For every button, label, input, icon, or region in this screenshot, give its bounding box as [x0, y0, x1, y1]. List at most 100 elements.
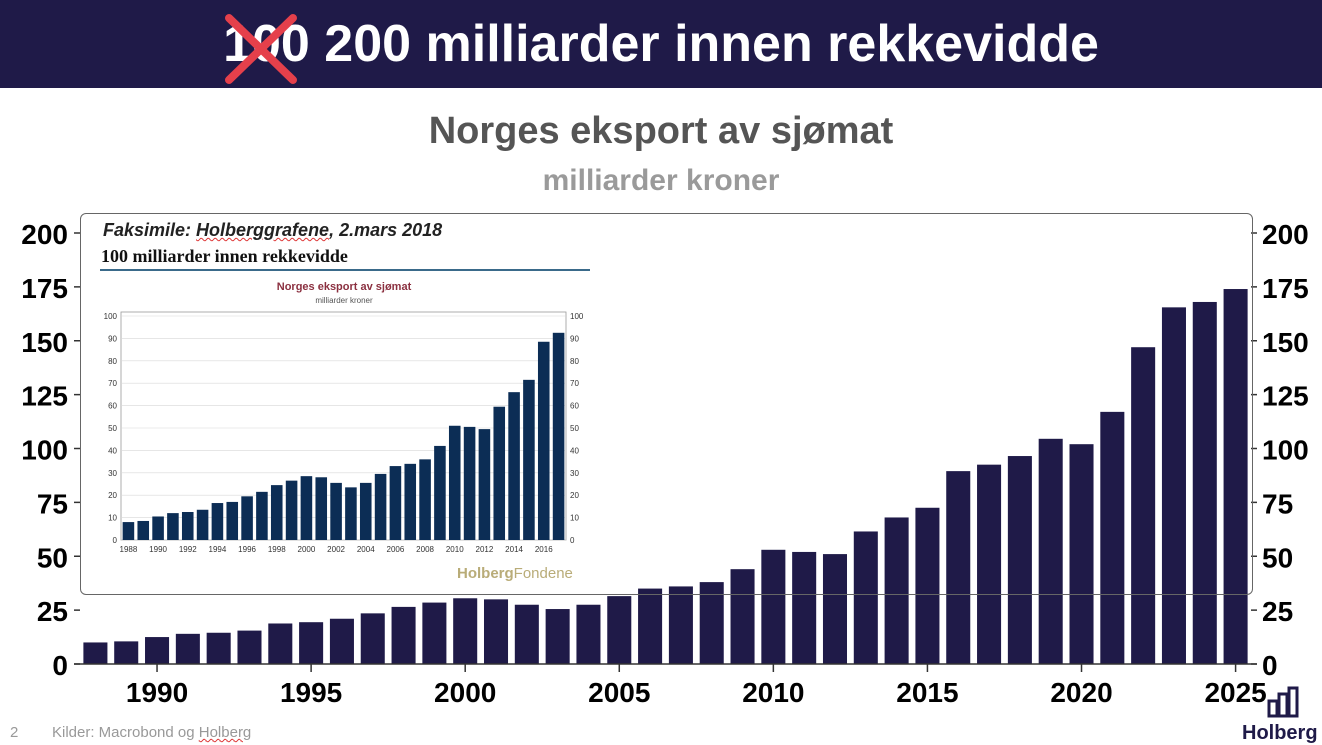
y-label-left-200: 200 — [21, 219, 68, 250]
bar-2017 — [977, 464, 1002, 664]
inset-caption-source: Holberggrafene — [196, 220, 330, 240]
y-label-right-100: 100 — [1262, 435, 1309, 466]
banner-rest: 200 milliarder innen rekkevidde — [309, 15, 1099, 73]
inset-bar-2017 — [552, 332, 565, 540]
inset-bar-2014 — [508, 392, 520, 540]
source-prefix: Kilder: Macrobond og — [52, 724, 199, 741]
inset-bar-2000 — [300, 476, 313, 540]
bar-2018 — [1007, 456, 1032, 664]
bar-2003 — [545, 609, 570, 664]
y-label-right-75: 75 — [1262, 488, 1293, 519]
inset-bar-2013 — [493, 406, 506, 540]
y-label-left-150: 150 — [21, 327, 68, 358]
inset-x-label-2012: 2012 — [476, 545, 494, 554]
y-label-right-25: 25 — [1262, 596, 1293, 627]
inset-x-label-2004: 2004 — [357, 545, 375, 554]
y-label-right-0: 0 — [1262, 650, 1278, 681]
inset-bar-1992 — [181, 512, 194, 540]
bar-1993 — [237, 630, 262, 664]
y-label-left-125: 125 — [21, 381, 68, 412]
inset-bar-1991 — [167, 513, 179, 540]
inset-y-label-right-30: 30 — [570, 469, 579, 478]
inset-y-label-left-30: 30 — [108, 469, 117, 478]
source-note: Kilder: Macrobond og Holberg — [52, 724, 251, 741]
inset-x-label-2014: 2014 — [505, 545, 523, 554]
inset-headline: 100 milliarder innen rekkevidde — [101, 246, 348, 266]
bar-2014 — [884, 517, 909, 664]
inset-caption: Faksimile: Holberggrafene, 2.mars 2018 — [103, 220, 442, 241]
inset-x-label-1992: 1992 — [179, 545, 197, 554]
inset-y-label-left-60: 60 — [108, 402, 117, 411]
bar-2007 — [668, 586, 693, 664]
inset-bar-2004 — [359, 482, 372, 540]
inset-bar-2009 — [434, 445, 446, 540]
inset-y-label-right-90: 90 — [570, 334, 579, 343]
inset-bar-2005 — [374, 473, 387, 540]
x-label-2000: 2000 — [434, 677, 496, 708]
inset-bar-1999 — [285, 480, 298, 540]
inset-bar-2010 — [448, 425, 461, 540]
x-label-1995: 1995 — [280, 677, 342, 708]
inset-y-label-right-20: 20 — [570, 491, 579, 500]
bar-2002 — [514, 604, 539, 664]
y-label-right-175: 175 — [1262, 273, 1309, 304]
inset-bar-2001 — [315, 477, 328, 540]
inset-bar-1988 — [122, 522, 135, 540]
bar-2025 — [1223, 289, 1248, 664]
inset-y-label-left-70: 70 — [108, 379, 117, 388]
bar-2020 — [1069, 444, 1094, 664]
bar-2006 — [638, 588, 663, 664]
inset-y-label-right-80: 80 — [570, 357, 579, 366]
y-label-left-25: 25 — [37, 596, 68, 627]
bar-2011 — [792, 551, 817, 664]
inset-bar-1996 — [241, 496, 253, 540]
inset-bar-2015 — [523, 379, 535, 540]
bar-2013 — [853, 531, 878, 664]
y-label-left-175: 175 — [21, 273, 68, 304]
inset-y-label-right-60: 60 — [570, 402, 579, 411]
y-label-right-200: 200 — [1262, 219, 1309, 250]
inset-bar-1993 — [196, 509, 209, 540]
inset-y-label-left-80: 80 — [108, 357, 117, 366]
inset-x-label-1988: 1988 — [120, 545, 138, 554]
brand-bold: Holberg — [457, 565, 514, 582]
inset-y-label-left-20: 20 — [108, 491, 117, 500]
bar-2015 — [915, 507, 940, 664]
bar-2005 — [607, 596, 632, 664]
inset-bar-1994 — [211, 503, 224, 540]
inset-y-label-left-90: 90 — [108, 334, 117, 343]
y-label-left-75: 75 — [37, 488, 68, 519]
bar-1998 — [391, 606, 416, 664]
chart-title: Norges eksport av sjømat — [428, 110, 894, 152]
inset-x-label-2006: 2006 — [387, 545, 405, 554]
x-label-2015: 2015 — [896, 677, 958, 708]
inset-y-label-right-40: 40 — [570, 446, 579, 455]
brand-rest: Fondene — [513, 565, 573, 582]
inset-x-label-2010: 2010 — [446, 545, 464, 554]
bar-2022 — [1131, 347, 1156, 664]
source-holberg: Holberg — [198, 724, 252, 741]
bar-1996 — [329, 618, 354, 664]
x-label-2025: 2025 — [1204, 677, 1266, 708]
page-number: 2 — [10, 724, 19, 741]
bar-1989 — [114, 641, 139, 664]
bar-1988 — [83, 642, 108, 664]
bar-1990 — [145, 637, 170, 664]
y-label-left-0: 0 — [52, 650, 68, 681]
bar-1992 — [206, 632, 231, 664]
bar-1991 — [175, 633, 200, 664]
inset-bar-1990 — [152, 516, 164, 540]
inset-y-label-right-10: 10 — [570, 514, 579, 523]
y-label-left-50: 50 — [37, 542, 68, 573]
inset-y-label-right-0: 0 — [570, 536, 575, 545]
x-label-1990: 1990 — [126, 677, 188, 708]
bar-2021 — [1100, 411, 1125, 664]
holberg-logo-text: Holberg — [1242, 722, 1318, 744]
y-label-left-100: 100 — [21, 435, 68, 466]
inset-bar-2016 — [537, 341, 550, 540]
inset-bar-1995 — [226, 501, 239, 540]
inset-caption-date: , 2.mars 2018 — [329, 220, 443, 240]
bar-2004 — [576, 604, 601, 664]
struck-number: 100 — [223, 14, 310, 84]
